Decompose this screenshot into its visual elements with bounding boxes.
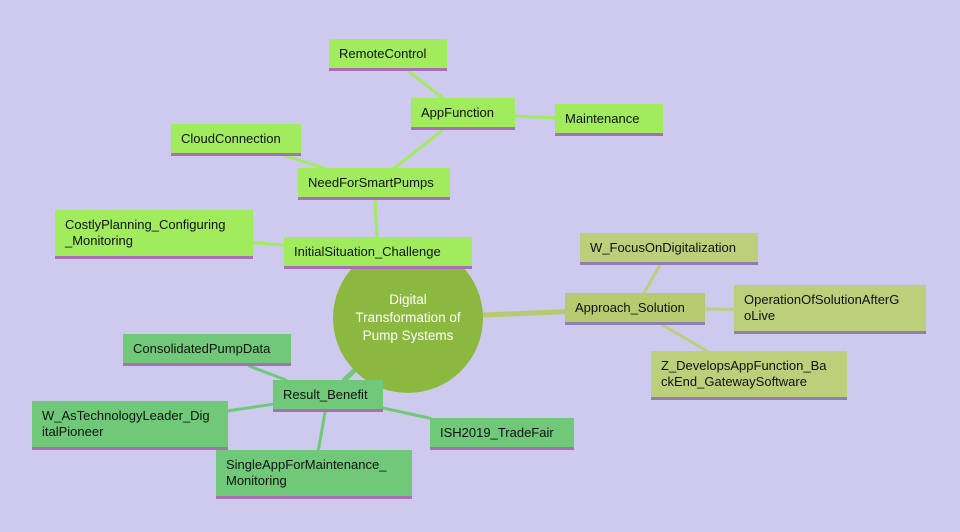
node-cloud: CloudConnection <box>171 124 301 156</box>
node-costly: CostlyPlanning_Configuring _Monitoring <box>55 210 253 259</box>
edge-result-wtech <box>228 404 273 411</box>
node-label: AppFunction <box>421 105 494 120</box>
mindmap-stage: Digital Transformation of Pump Systems In… <box>0 0 960 532</box>
node-label: Approach_Solution <box>575 300 685 315</box>
node-label: ConsolidatedPumpData <box>133 341 270 356</box>
node-label: Maintenance <box>565 111 639 126</box>
node-label: W_AsTechnologyLeader_Dig italPioneer <box>42 408 210 439</box>
node-label: OperationOfSolutionAfterG oLive <box>744 292 899 323</box>
node-label: ISH2019_TradeFair <box>440 425 554 440</box>
edge-appfn-maint <box>515 116 555 118</box>
node-label: NeedForSmartPumps <box>308 175 434 190</box>
node-singleapp: SingleAppForMaintenance_ Monitoring <box>216 450 412 499</box>
node-ish: ISH2019_TradeFair <box>430 418 574 450</box>
edge-result-consdata <box>249 366 286 380</box>
edge-initial-needsmart <box>375 200 377 237</box>
edge-approach-wfocus <box>644 265 660 293</box>
edge-root-result <box>344 370 354 380</box>
node-appfn: AppFunction <box>411 98 515 130</box>
node-label: SingleAppForMaintenance_ Monitoring <box>226 457 386 488</box>
edge-initial-costly <box>253 243 284 246</box>
node-result: Result_Benefit <box>273 380 383 412</box>
node-label: W_FocusOnDigitalization <box>590 240 736 255</box>
edge-needsmart-appfn <box>394 130 442 168</box>
node-initial: InitialSituation_Challenge <box>284 237 472 269</box>
edge-needsmart-cloud <box>286 156 324 168</box>
node-label: RemoteControl <box>339 46 426 61</box>
node-consdata: ConsolidatedPumpData <box>123 334 291 366</box>
edge-result-ish <box>383 408 430 418</box>
edge-approach-zdev <box>662 325 707 351</box>
node-approach: Approach_Solution <box>565 293 705 325</box>
node-maint: Maintenance <box>555 104 663 136</box>
node-remote: RemoteControl <box>329 39 447 71</box>
node-opsolution: OperationOfSolutionAfterG oLive <box>734 285 926 334</box>
node-label: CostlyPlanning_Configuring _Monitoring <box>65 217 225 248</box>
node-zdev: Z_DevelopsAppFunction_Ba ckEnd_GatewaySo… <box>651 351 847 400</box>
edge-root-approach <box>483 312 565 315</box>
node-label: Result_Benefit <box>283 387 368 402</box>
edge-layer <box>0 0 960 532</box>
node-needsmart: NeedForSmartPumps <box>298 168 450 200</box>
node-label: Z_DevelopsAppFunction_Ba ckEnd_GatewaySo… <box>661 358 827 389</box>
center-label: Digital Transformation of Pump Systems <box>351 291 465 346</box>
node-wfocus: W_FocusOnDigitalization <box>580 233 758 265</box>
edge-result-singleapp <box>318 412 325 450</box>
node-wtech: W_AsTechnologyLeader_Dig italPioneer <box>32 401 228 450</box>
edge-appfn-remote <box>408 71 442 98</box>
node-label: InitialSituation_Challenge <box>294 244 441 259</box>
node-label: CloudConnection <box>181 131 281 146</box>
